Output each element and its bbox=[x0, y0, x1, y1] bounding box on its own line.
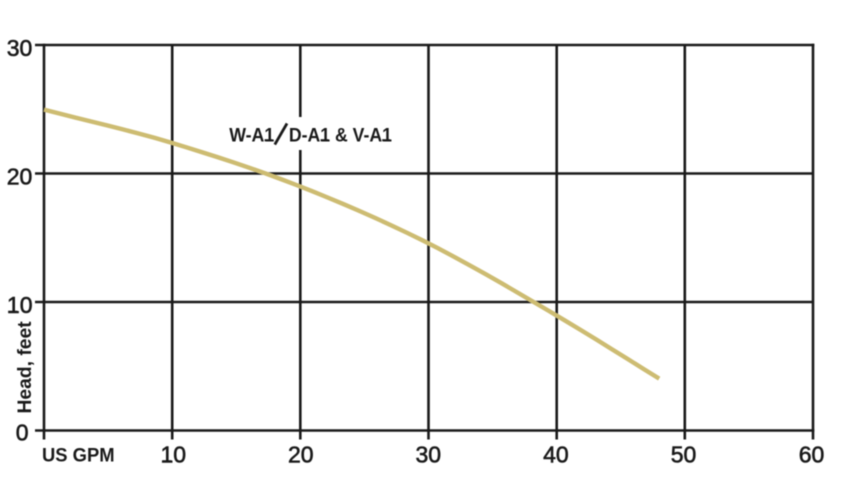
svg-text:US GPM: US GPM bbox=[42, 445, 115, 467]
svg-text:0: 0 bbox=[16, 420, 29, 446]
svg-text:10: 10 bbox=[7, 292, 33, 318]
svg-text:60: 60 bbox=[799, 442, 825, 468]
svg-text:30: 30 bbox=[416, 442, 442, 468]
svg-text:D-A1 & V-A1: D-A1 & V-A1 bbox=[289, 124, 392, 146]
svg-text:50: 50 bbox=[671, 442, 697, 468]
svg-text:Head, feet: Head, feet bbox=[15, 321, 36, 414]
svg-text:40: 40 bbox=[543, 442, 569, 468]
svg-text:30: 30 bbox=[7, 35, 33, 61]
svg-text:20: 20 bbox=[288, 442, 314, 468]
svg-text:W-A1: W-A1 bbox=[229, 124, 274, 146]
svg-text:20: 20 bbox=[7, 163, 33, 189]
svg-text:10: 10 bbox=[161, 442, 187, 468]
